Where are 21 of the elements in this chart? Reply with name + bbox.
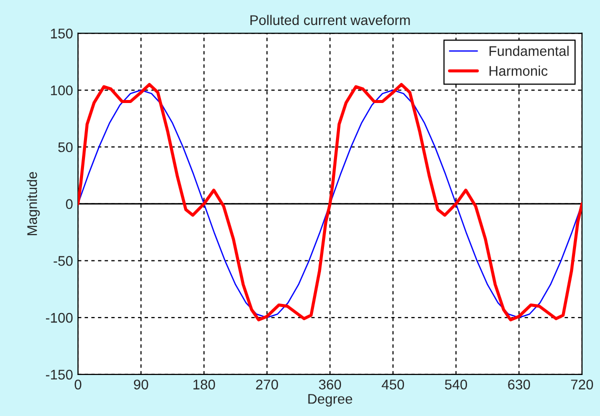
- x-tick-label: 540: [444, 380, 468, 390]
- chart-title: Polluted current waveform: [250, 14, 410, 26]
- x-tick-label: 450: [382, 380, 404, 390]
- legend-label: Fundamental: [490, 46, 569, 56]
- y-tick-label: -100: [46, 312, 73, 323]
- x-tick-label: 720: [571, 380, 594, 390]
- x-tick-label: 0: [74, 380, 82, 390]
- y-tick-label: 150: [51, 28, 73, 38]
- x-tick-label: 180: [193, 380, 216, 390]
- x-tick-label: 360: [318, 380, 342, 390]
- x-axis-title: Degree: [308, 394, 352, 407]
- y-tick-label: 0: [66, 199, 73, 210]
- y-axis-title: Magnitude: [26, 172, 40, 236]
- y-tick-label: -50: [54, 256, 73, 266]
- x-tick-label: 270: [256, 380, 278, 390]
- y-tick-label: -150: [46, 370, 73, 380]
- y-tick-label: 50: [58, 142, 73, 152]
- legend-label: Harmonic: [490, 66, 548, 76]
- y-tick-label: 100: [51, 85, 73, 96]
- x-tick-label: 630: [508, 380, 530, 390]
- x-tick-label: 90: [134, 380, 148, 390]
